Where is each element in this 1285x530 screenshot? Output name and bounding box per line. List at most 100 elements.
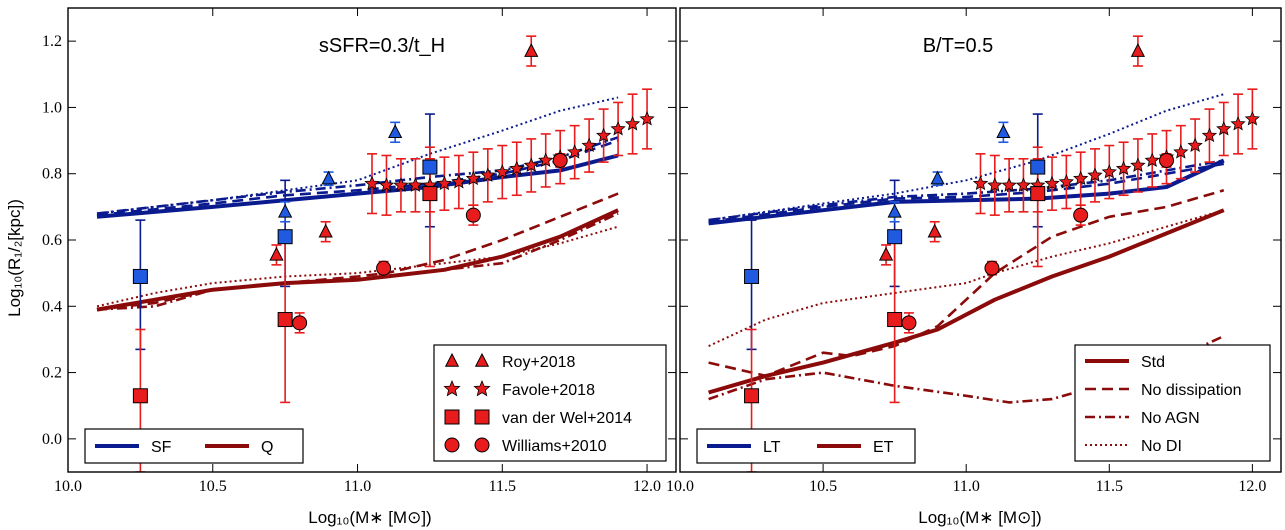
legend-label-observation: van der Wel+2014 bbox=[502, 410, 632, 427]
vanderwel-red-point bbox=[277, 312, 293, 328]
series-line-et-solid bbox=[708, 208, 1225, 395]
vanderwel-blue-point bbox=[744, 268, 760, 284]
roy-red-point bbox=[318, 223, 333, 238]
y-axis-label: Log₁₀(R₁/₂[kpc]) bbox=[5, 199, 24, 317]
legend-label-et: ET bbox=[873, 439, 894, 456]
x-axis-label-left: Log₁₀(M∗ [M⊙]) bbox=[308, 508, 431, 527]
legend-marker-1-b bbox=[473, 379, 491, 397]
legend-label-style: Std bbox=[1141, 354, 1165, 371]
favole-point bbox=[1144, 152, 1160, 167]
x-tick-label: 11.0 bbox=[344, 478, 371, 495]
y-tick-label: 0.2 bbox=[42, 365, 62, 382]
roy-blue-point bbox=[278, 203, 293, 218]
vanderwel-blue-point bbox=[1030, 159, 1046, 175]
plot-area bbox=[96, 35, 655, 472]
x-tick-label: 11.0 bbox=[952, 478, 979, 495]
favole-point bbox=[566, 144, 583, 159]
favole-point bbox=[639, 110, 655, 126]
roy-blue-point bbox=[388, 124, 403, 139]
favole-point bbox=[1216, 120, 1232, 136]
y-tick-label: 1.0 bbox=[42, 99, 62, 116]
panel-left: 10.0 10.5 11.0 11.5 12.0 0.0 0.2 0.4 0.6 0.8 1.0 1.… bbox=[42, 7, 677, 495]
legend-marker-1 bbox=[443, 379, 461, 397]
favole-point bbox=[1015, 177, 1032, 192]
x-tick-label: 11.5 bbox=[489, 478, 516, 495]
favole-point bbox=[624, 115, 641, 131]
legend-marker-2-b bbox=[474, 409, 490, 425]
legend-label-q: Q bbox=[261, 439, 273, 456]
williams-point bbox=[1073, 207, 1089, 223]
legend-label-observation: Favole+2018 bbox=[502, 382, 595, 399]
roy-red-point bbox=[524, 42, 539, 57]
legend-label-style: No AGN bbox=[1141, 410, 1200, 427]
favole-point bbox=[494, 164, 510, 179]
roy-red-point bbox=[269, 246, 284, 261]
panel-title: sSFR=0.3/t_H bbox=[319, 35, 445, 57]
favole-point bbox=[1173, 144, 1189, 159]
favole-point bbox=[538, 152, 554, 167]
favole-point bbox=[1044, 175, 1060, 191]
series-line-et-dashdot bbox=[708, 334, 1225, 404]
williams-point bbox=[292, 315, 308, 331]
y-tick-label: 0.6 bbox=[42, 232, 62, 249]
legend-label-observation: Roy+2018 bbox=[502, 354, 575, 371]
plot-area bbox=[708, 35, 1260, 472]
roy-blue-point bbox=[996, 124, 1011, 139]
vanderwel-red-point bbox=[422, 186, 438, 202]
favole-point bbox=[407, 177, 424, 192]
series-line-lt-dashed bbox=[708, 162, 1225, 224]
style-legend-box bbox=[1074, 344, 1271, 462]
vanderwel-blue-point bbox=[277, 229, 293, 245]
x-tick-label: 11.5 bbox=[1096, 478, 1123, 495]
favole-point bbox=[1073, 170, 1089, 186]
favole-point bbox=[610, 120, 626, 136]
x-tick-label: 10.5 bbox=[199, 478, 227, 495]
favole-point bbox=[1115, 160, 1132, 176]
roy-red-point bbox=[927, 223, 942, 238]
vanderwel-red-point bbox=[1030, 186, 1046, 202]
roy-blue-point bbox=[321, 170, 336, 185]
favole-point bbox=[596, 127, 612, 143]
x-axis-label-right: Log₁₀(M∗ [M⊙]) bbox=[918, 508, 1041, 527]
favole-point bbox=[1087, 167, 1103, 182]
williams-point bbox=[984, 260, 1000, 276]
williams-point bbox=[901, 315, 917, 331]
series-line-sf-solid bbox=[96, 153, 619, 219]
favole-point bbox=[509, 160, 525, 176]
williams-point bbox=[465, 207, 481, 223]
style-legend: Std No dissipation No AGN No DI bbox=[1074, 344, 1271, 462]
favole-point bbox=[465, 170, 481, 186]
y-tick-label: 1.2 bbox=[42, 33, 62, 50]
favole-point bbox=[1244, 110, 1260, 126]
y-tick-label: 0.4 bbox=[42, 298, 62, 315]
series-line-sf-dashed bbox=[96, 139, 619, 217]
roy-red-point bbox=[1130, 42, 1146, 57]
series-line-et-dashed bbox=[708, 189, 1225, 378]
y-tick-label: 0.0 bbox=[42, 431, 62, 448]
favole-point bbox=[987, 177, 1003, 192]
x-tick-label: 10.5 bbox=[809, 478, 837, 495]
williams-point bbox=[552, 152, 568, 168]
vanderwel-red-point bbox=[887, 312, 903, 328]
williams-point bbox=[376, 260, 392, 276]
x-tick-label: 10.0 bbox=[54, 478, 82, 495]
legend-label-style: No DI bbox=[1141, 438, 1182, 455]
panel-title: B/T=0.5 bbox=[923, 35, 994, 57]
legend-marker-0 bbox=[444, 352, 460, 367]
favole-point bbox=[1130, 157, 1146, 172]
favole-point bbox=[393, 177, 409, 192]
vanderwel-red-point bbox=[132, 388, 148, 404]
vanderwel-blue-point bbox=[422, 159, 438, 175]
series-line-sf-dotted bbox=[96, 96, 619, 215]
series-line-q-dashed bbox=[96, 192, 619, 311]
vanderwel-blue-point bbox=[132, 268, 148, 284]
legend-label-lt: LT bbox=[763, 439, 781, 456]
favole-point bbox=[581, 137, 597, 153]
legend-label-style: No dissipation bbox=[1141, 382, 1242, 399]
y-tick-label: 0.8 bbox=[42, 166, 62, 183]
x-tick-label: 12.0 bbox=[633, 478, 661, 495]
vanderwel-blue-point bbox=[887, 229, 903, 245]
legend-marker-3-b bbox=[474, 437, 490, 453]
series-line-sf-dashdot bbox=[96, 136, 619, 215]
favole-point bbox=[1101, 164, 1117, 179]
